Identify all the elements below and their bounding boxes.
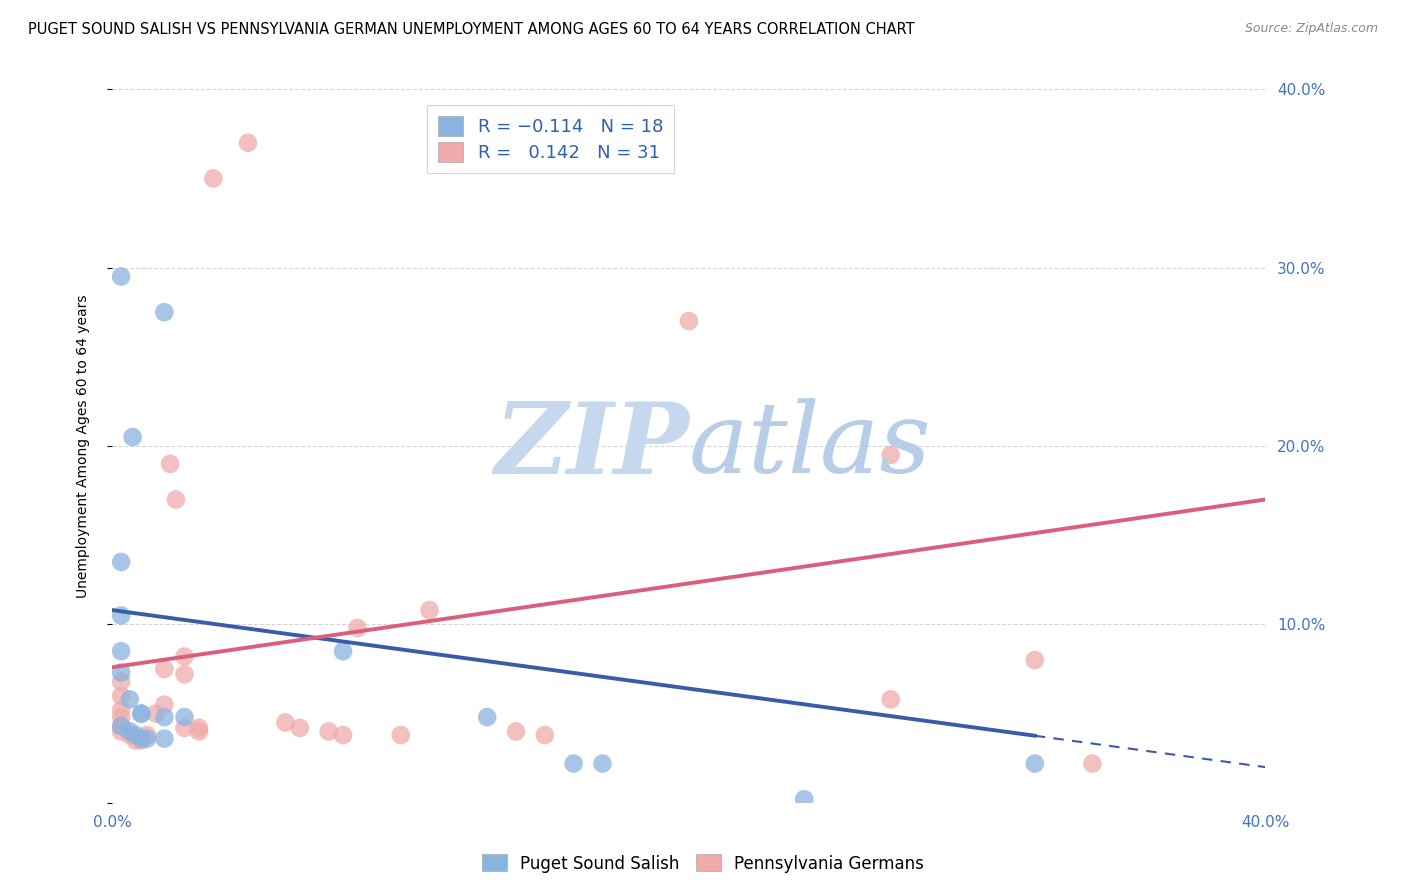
- Point: [173, 667, 195, 681]
- Point: [129, 706, 153, 721]
- Point: [173, 721, 195, 735]
- Point: [188, 724, 211, 739]
- Point: [389, 728, 412, 742]
- Point: [118, 692, 141, 706]
- Point: [1024, 653, 1046, 667]
- Point: [110, 608, 132, 623]
- Point: [110, 724, 132, 739]
- Point: [145, 706, 167, 721]
- Text: ZIP: ZIP: [494, 398, 689, 494]
- Point: [880, 692, 903, 706]
- Legend: Puget Sound Salish, Pennsylvania Germans: Puget Sound Salish, Pennsylvania Germans: [475, 847, 931, 880]
- Legend: R = −0.114   N = 18, R =   0.142   N = 31: R = −0.114 N = 18, R = 0.142 N = 31: [427, 105, 673, 173]
- Point: [153, 698, 176, 712]
- Point: [110, 719, 132, 733]
- Point: [153, 710, 176, 724]
- Point: [110, 719, 132, 733]
- Point: [124, 728, 146, 742]
- Point: [1081, 756, 1104, 771]
- Point: [124, 733, 146, 747]
- Point: [110, 689, 132, 703]
- Point: [288, 721, 311, 735]
- Point: [236, 136, 259, 150]
- Point: [332, 644, 354, 658]
- Point: [188, 721, 211, 735]
- Point: [110, 674, 132, 689]
- Y-axis label: Unemployment Among Ages 60 to 64 years: Unemployment Among Ages 60 to 64 years: [76, 294, 90, 598]
- Point: [562, 756, 585, 771]
- Text: PUGET SOUND SALISH VS PENNSYLVANIA GERMAN UNEMPLOYMENT AMONG AGES 60 TO 64 YEARS: PUGET SOUND SALISH VS PENNSYLVANIA GERMA…: [28, 22, 915, 37]
- Point: [121, 430, 143, 444]
- Point: [110, 555, 132, 569]
- Point: [136, 731, 159, 746]
- Point: [159, 457, 181, 471]
- Point: [110, 644, 132, 658]
- Point: [153, 731, 176, 746]
- Point: [880, 448, 903, 462]
- Point: [332, 728, 354, 742]
- Point: [419, 603, 441, 617]
- Point: [173, 710, 195, 724]
- Point: [110, 703, 132, 717]
- Point: [475, 710, 499, 724]
- Point: [202, 171, 225, 186]
- Text: atlas: atlas: [689, 399, 932, 493]
- Point: [110, 665, 132, 680]
- Point: [129, 731, 153, 746]
- Point: [129, 706, 153, 721]
- Point: [534, 728, 557, 742]
- Point: [118, 724, 141, 739]
- Point: [165, 492, 187, 507]
- Point: [110, 710, 132, 724]
- Point: [678, 314, 700, 328]
- Point: [153, 662, 176, 676]
- Point: [173, 649, 195, 664]
- Point: [136, 728, 159, 742]
- Point: [274, 715, 297, 730]
- Point: [592, 756, 614, 771]
- Point: [318, 724, 340, 739]
- Point: [129, 733, 153, 747]
- Point: [118, 728, 141, 742]
- Point: [110, 269, 132, 284]
- Point: [153, 305, 176, 319]
- Text: Source: ZipAtlas.com: Source: ZipAtlas.com: [1244, 22, 1378, 36]
- Point: [505, 724, 527, 739]
- Point: [793, 792, 815, 806]
- Point: [1024, 756, 1046, 771]
- Point: [346, 621, 368, 635]
